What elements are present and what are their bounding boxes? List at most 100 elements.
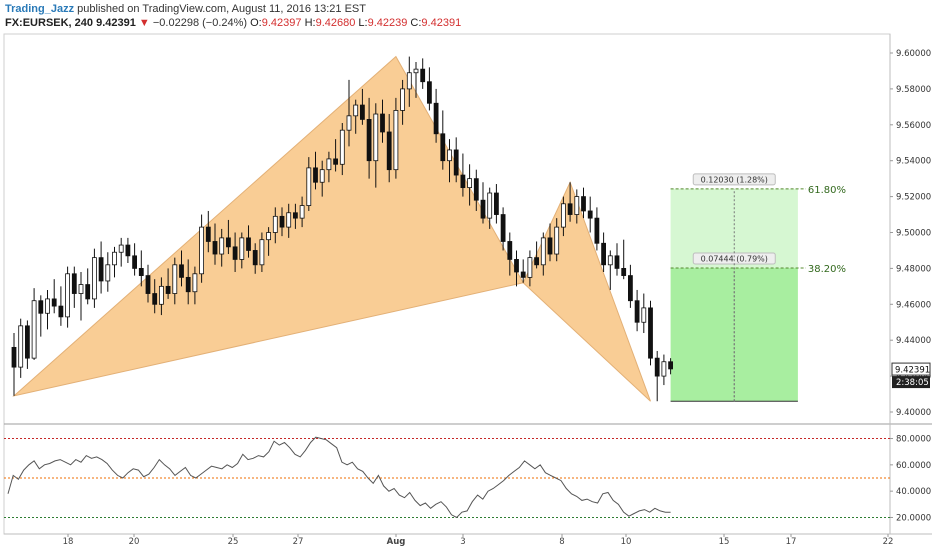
time-tick-label: 22 [883, 537, 894, 547]
candle [547, 237, 553, 255]
candle [179, 264, 184, 278]
candle [78, 284, 84, 294]
time-tick-label: 20 [129, 537, 140, 547]
candle [380, 113, 385, 133]
candle [319, 169, 325, 183]
candle [85, 284, 91, 300]
candle [252, 250, 258, 266]
fib-level-label: 38.20% [808, 264, 846, 275]
candle [353, 104, 359, 117]
candle [654, 357, 660, 377]
candle [326, 158, 332, 171]
candle [614, 255, 620, 269]
candle [453, 149, 459, 176]
candle [259, 239, 265, 266]
candle [192, 273, 198, 293]
candle [601, 242, 606, 266]
candle [507, 241, 513, 260]
time-tick-label: 18 [63, 537, 74, 547]
candle [286, 212, 292, 228]
candle [333, 158, 339, 165]
candle [460, 174, 466, 189]
candle [520, 271, 526, 278]
candle [279, 215, 285, 228]
candle [527, 257, 533, 278]
last-price: 9.42391 [96, 17, 136, 29]
author-link[interactable]: Trading_Jazz [5, 3, 75, 15]
candle [346, 115, 352, 131]
down-arrow-icon: ▼ [138, 17, 150, 29]
candle [185, 276, 191, 293]
chart-header: Trading_Jazz published on TradingView.co… [0, 0, 932, 32]
candle [467, 178, 473, 189]
candle [366, 119, 372, 162]
candle [92, 257, 97, 300]
published-text: published on TradingView.com, August 11,… [77, 3, 366, 15]
candle [668, 361, 673, 370]
close-value: 9.42391 [421, 17, 462, 29]
open-value: 9.42397 [261, 17, 302, 29]
candle [313, 167, 318, 183]
price-tick-label: 9.54000 [896, 157, 931, 167]
price-tick-label: 9.58000 [896, 85, 931, 95]
low-value: 9.42239 [367, 17, 408, 29]
fib-level-label: 61.80% [808, 185, 846, 196]
candle [628, 275, 633, 302]
candle [574, 196, 580, 215]
candle [152, 293, 158, 305]
candle [246, 237, 251, 251]
last-price-badge [891, 362, 931, 376]
rsi-line [7, 436, 671, 519]
countdown-badge [892, 376, 930, 389]
symbol-info: FX:EURSEK, 240 9.42391 ▼ −0.02298 (−0.24… [5, 17, 461, 29]
candle [31, 300, 37, 359]
price-tick-label: 9.46000 [896, 300, 931, 310]
time-tick-label: 15 [719, 537, 730, 547]
candle [306, 167, 312, 206]
candle [426, 81, 432, 104]
candle [393, 110, 399, 171]
countdown-label: 2:38:05 [896, 378, 929, 388]
change-value: −0.02298 (−0.24%) [152, 17, 248, 29]
candle [266, 232, 272, 241]
candle [400, 88, 406, 111]
candle [480, 199, 486, 219]
candle [18, 325, 24, 368]
candle [473, 178, 479, 201]
candle [447, 149, 452, 162]
candle [138, 267, 144, 276]
price-tick-label: 9.44000 [896, 336, 931, 346]
candle [65, 273, 70, 318]
rsi-tick-label: 80.0000 [896, 435, 931, 445]
candle [493, 192, 499, 215]
price-tick-label: 9.56000 [896, 121, 931, 131]
candle [58, 305, 64, 318]
candle [51, 298, 57, 307]
candle [413, 68, 419, 74]
candle [373, 113, 379, 162]
price-tick-label: 9.40000 [896, 408, 931, 418]
candle [118, 244, 124, 253]
candle [38, 300, 44, 314]
candle [487, 192, 493, 219]
candle [11, 346, 17, 368]
candle [406, 72, 412, 90]
candle [172, 264, 178, 294]
candle [299, 205, 305, 219]
candle [165, 285, 171, 294]
time-tick-label: 8 [559, 537, 564, 547]
low-label: L: [358, 17, 368, 29]
symbol-label[interactable]: FX:EURSEK, 240 [5, 17, 94, 29]
time-tick-label: 10 [621, 537, 632, 547]
candle [567, 203, 573, 215]
open-label: O: [250, 17, 262, 29]
candle [561, 203, 566, 228]
last-price-label: 9.42391 [895, 366, 930, 376]
candle [112, 251, 117, 266]
time-tick-label: Aug [387, 537, 406, 547]
high-value: 9.42680 [315, 17, 356, 29]
candle [540, 237, 546, 266]
candle [607, 255, 613, 266]
candle [45, 298, 50, 314]
